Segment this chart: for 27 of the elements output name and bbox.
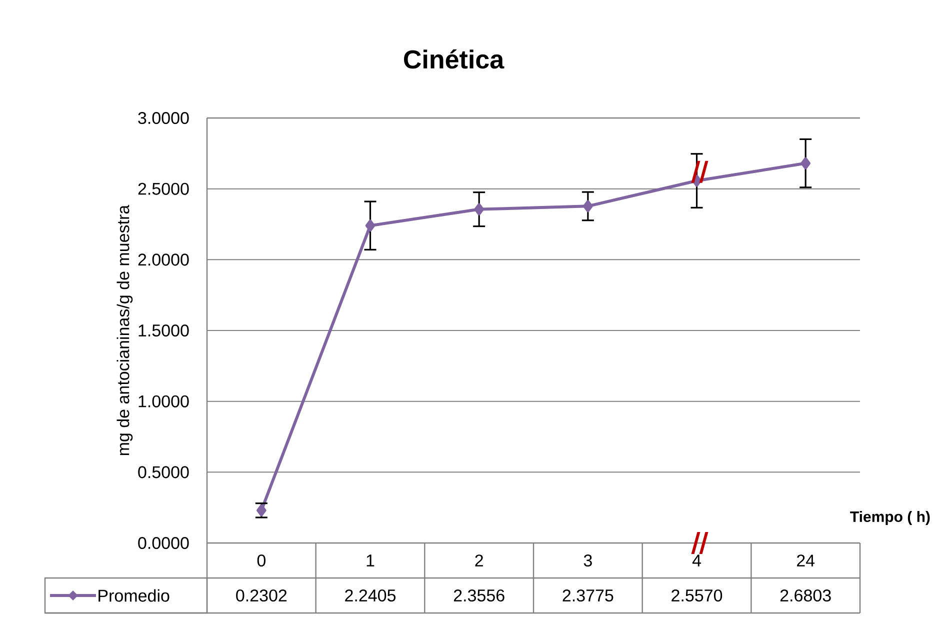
y-tick-label: 0.5000	[138, 466, 189, 478]
x-tick-label: 0	[257, 554, 266, 567]
data-label: 0.2302	[236, 589, 287, 602]
x-tick-label: 1	[366, 554, 374, 566]
data-label: 2.2405	[345, 589, 396, 602]
x-axis-title: Tiempo ( h)	[850, 511, 930, 525]
chart-title: Cinética	[404, 49, 504, 69]
point	[583, 200, 593, 212]
x-tick-label: 24	[797, 554, 815, 566]
point	[800, 157, 810, 170]
y-tick-label: 1.0000	[138, 395, 189, 408]
x-tick-label: 3	[584, 554, 592, 567]
legend-label: Promedio	[98, 589, 170, 602]
data-label: 2.3556	[454, 589, 504, 602]
x-tick-label: 2	[475, 554, 483, 566]
data-label: 2.5570	[672, 589, 722, 602]
y-tick-label: 2.5000	[138, 182, 189, 195]
x-tick-label: 4	[692, 554, 701, 566]
y-axis-title: mg de antocianinas/g de muestra	[116, 204, 133, 456]
point	[365, 220, 376, 232]
y-tick-label: 3.0000	[138, 112, 189, 124]
data-label: 2.3775	[562, 589, 614, 602]
y-tick-label: 1.5000	[138, 324, 189, 337]
y-tick-label: 0.0000	[138, 536, 189, 550]
point	[474, 203, 484, 216]
data-label: 2.6803	[780, 589, 831, 602]
y-tick-label: 2.0000	[138, 254, 189, 266]
